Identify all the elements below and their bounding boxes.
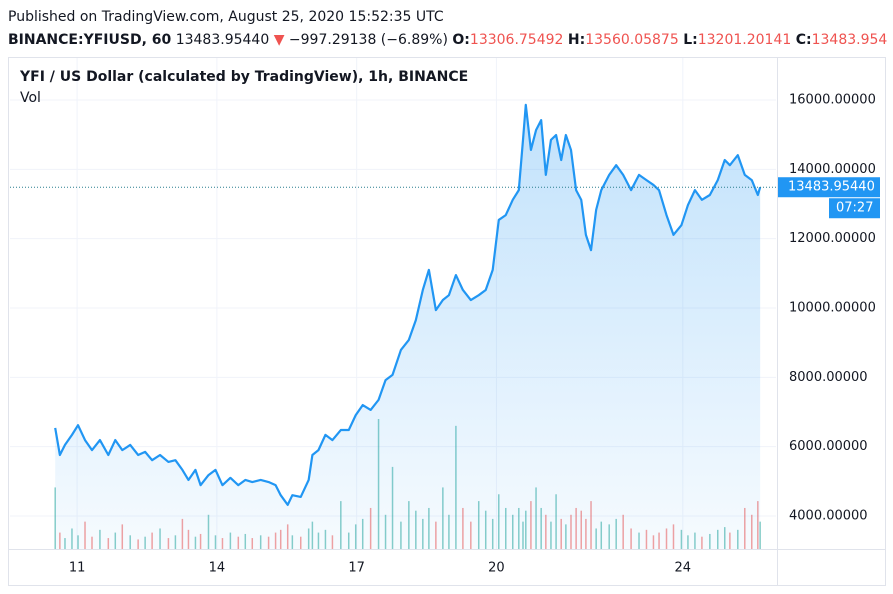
y-tick-label: 8000.00000	[789, 370, 868, 385]
last-price-label: 13483.95440	[788, 180, 875, 195]
y-tick-label: 16000.00000	[789, 93, 876, 108]
price-area	[55, 104, 761, 550]
x-tick-label: 17	[348, 561, 365, 576]
y-tick-label: 6000.00000	[789, 439, 868, 454]
y-tick-label: 14000.00000	[789, 162, 876, 177]
price-line	[54, 103, 762, 507]
last-price-box	[778, 177, 880, 198]
quote-line: BINANCE:YFIUSD, 60 13483.95440 ▼ −997.29…	[8, 32, 887, 48]
legend-entry: Vol	[20, 90, 41, 106]
volume-bar	[54, 487, 56, 549]
x-tick-label: 24	[675, 561, 692, 576]
y-tick-label: 12000.00000	[789, 231, 876, 246]
countdown-label: 07:27	[836, 201, 873, 216]
chart-title: YFI / US Dollar (calculated by TradingVi…	[19, 69, 468, 85]
x-tick-label: 11	[69, 561, 86, 576]
countdown-box	[829, 198, 880, 219]
x-tick-label: 20	[488, 561, 505, 576]
x-tick-label: 14	[209, 561, 226, 576]
frame	[8, 57, 886, 586]
published: Published on TradingView.com, August 25,…	[8, 9, 444, 25]
y-tick-label: 4000.00000	[789, 508, 868, 523]
y-tick-label: 10000.00000	[789, 301, 876, 316]
